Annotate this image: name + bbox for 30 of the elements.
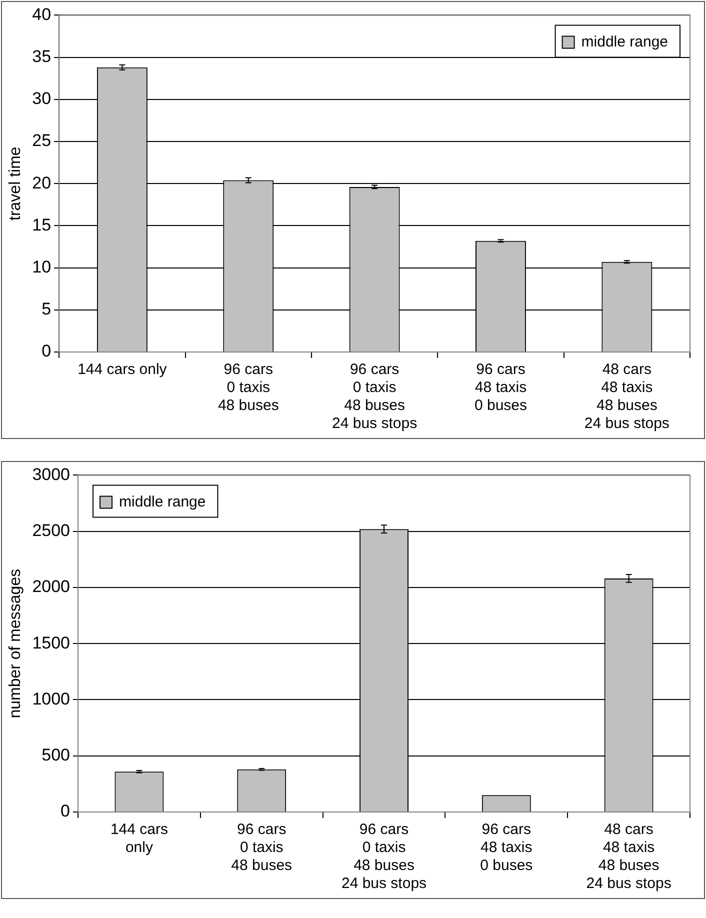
x-tick-label: 96 cars 0 taxis 48 buses 24 bus stops xyxy=(341,821,427,892)
y-axis-title: number of messages xyxy=(7,568,24,718)
x-tick-label: 48 cars 48 taxis 48 buses 24 bus stops xyxy=(584,361,670,432)
y-tick-label: 20 xyxy=(32,173,52,192)
x-tick-label: 96 cars 48 taxis 0 buses xyxy=(474,361,528,414)
x-tick-label: 96 cars 0 taxis 48 buses xyxy=(231,821,292,874)
x-tick-label: 96 cars 0 taxis 48 buses 24 bus stops xyxy=(332,361,418,432)
y-tick-label: 1000 xyxy=(32,689,70,708)
y-tick-label: 2000 xyxy=(32,577,70,596)
x-tick-label: 144 cars only xyxy=(110,821,168,856)
y-tick-label: 3000 xyxy=(32,464,70,484)
y-tick-label: 10 xyxy=(32,257,52,276)
legend-label: middle range xyxy=(581,33,668,50)
y-axis-title: travel time xyxy=(7,146,24,220)
y-tick-label: 2500 xyxy=(32,521,70,540)
y-tick-label: 0 xyxy=(60,802,70,821)
y-tick-label: 1500 xyxy=(32,633,70,652)
y-tick-label: 40 xyxy=(32,4,52,24)
y-tick-label: 30 xyxy=(32,89,52,108)
y-tick-label: 5 xyxy=(42,300,52,319)
y-tick-label: 25 xyxy=(32,131,52,150)
x-tick-label: 96 cars 0 taxis 48 buses xyxy=(218,361,279,414)
y-tick-label: 15 xyxy=(32,215,52,234)
x-tick-label: 48 cars 48 taxis 48 buses 24 bus stops xyxy=(586,821,672,892)
x-tick-label: 144 cars only xyxy=(78,361,168,378)
legend-label: middle range xyxy=(119,493,206,510)
y-tick-label: 500 xyxy=(42,746,70,765)
y-tick-label: 35 xyxy=(32,46,52,66)
x-tick-label: 96 cars 48 taxis 0 buses xyxy=(480,821,533,874)
y-tick-label: 0 xyxy=(42,342,52,361)
